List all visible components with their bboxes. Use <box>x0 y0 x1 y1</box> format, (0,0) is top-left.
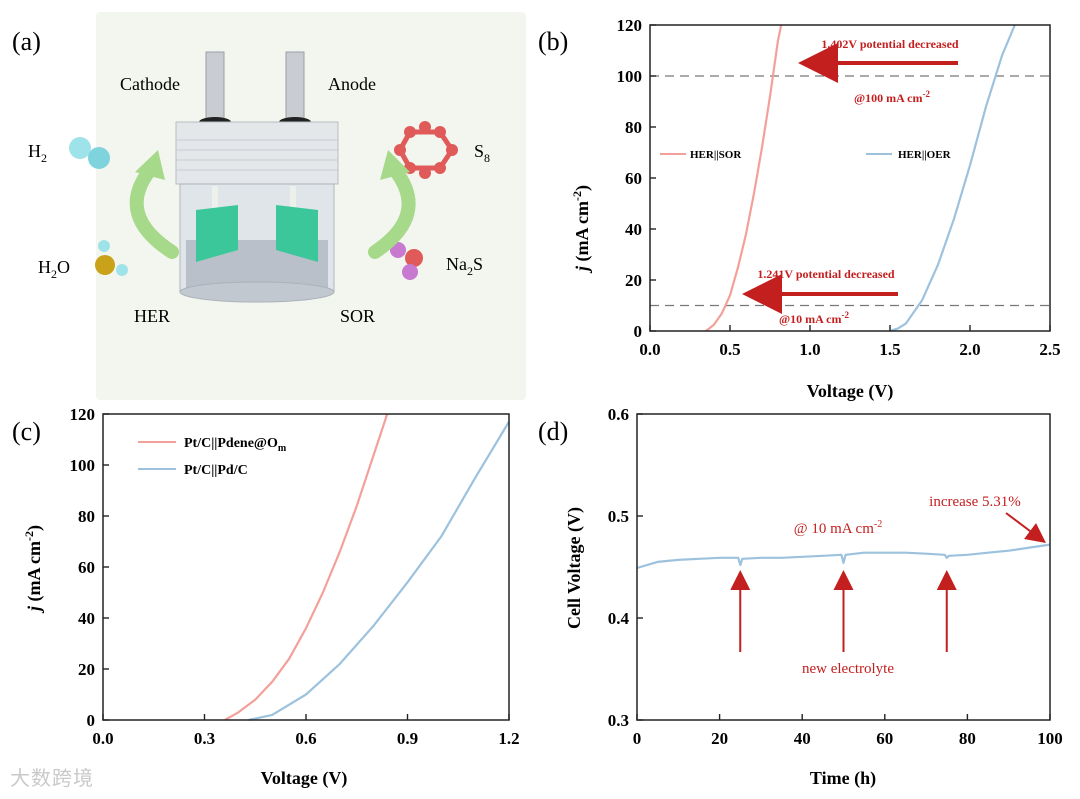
chart-d-series-0 <box>636 543 1051 570</box>
panel-d-label: (d) <box>538 417 568 446</box>
annotation-10ma: @10 mA cm-2 <box>779 310 849 326</box>
h2-molecule-icon <box>69 137 110 169</box>
panel-a-label: (a) <box>12 27 41 56</box>
s8-molecule-icon <box>394 121 458 179</box>
chart-c-y-tick-label: 80 <box>78 507 95 526</box>
chart-b-x-tick-label: 2.0 <box>959 340 980 359</box>
chart-d-x-tick-label: 0 <box>633 729 642 748</box>
chart-c-y-tick-label: 0 <box>87 711 96 730</box>
panel-b-label: (b) <box>538 27 568 56</box>
chart-c-x-tick-label: 0.6 <box>295 729 316 748</box>
chart-b: 0.0 0.5 1.0 1.5 2.0 2.5 0 20 40 60 80 100 120 <box>617 16 1061 359</box>
her-curved-arrow-icon <box>129 163 179 259</box>
sor-label: SOR <box>340 306 375 326</box>
chart-b-x-axis-label: Voltage (V) <box>807 381 894 402</box>
chart-b-x-tick-label: 2.5 <box>1039 340 1060 359</box>
chart-b-y-tick-label: 120 <box>617 16 643 35</box>
chart-d-y-axis-label: Cell Voltage (V) <box>564 507 585 629</box>
chart-b-x-tick-label: 0.0 <box>639 340 660 359</box>
chart-c-frame <box>102 413 510 721</box>
chart-d-x-tick-label: 20 <box>711 729 728 748</box>
chart-d-x-tick-label: 60 <box>876 729 893 748</box>
chart-b-series-0 <box>705 24 783 332</box>
her-label: HER <box>134 306 170 326</box>
sor-arrow-head-icon <box>380 150 410 180</box>
her-arrow-head-icon <box>135 150 165 180</box>
chart-c-y-tick-label: 60 <box>78 558 95 577</box>
chart-b-x-tick-label: 0.5 <box>719 340 740 359</box>
chart-d-x-tick-label: 100 <box>1037 729 1063 748</box>
annotation-increase-arrow-icon <box>1005 512 1046 543</box>
chart-b-y-tick-label: 20 <box>625 271 642 290</box>
annotation-current-density: @ 10 mA cm-2 <box>794 519 882 537</box>
chart-b-x-tick-label: 1.5 <box>879 340 900 359</box>
chart-b-frame <box>649 24 1051 332</box>
chart-d-y-tick-label: 0.3 <box>608 711 629 730</box>
chart-b-y-tick-label: 80 <box>625 118 642 137</box>
legend-her-oer: HER||OER <box>898 149 952 161</box>
chart-c-y-tick-label: 20 <box>78 660 95 679</box>
chart-c-x-tick-label: 0.9 <box>397 729 418 748</box>
annotation-1402v: 1.402V potential decreased <box>821 37 959 51</box>
chart-c: 0.0 0.3 0.6 0.9 1.2 0 20 40 60 80 100 120 <box>70 405 520 748</box>
annotation-1241v: 1.241V potential decreased <box>757 267 895 281</box>
chart-b-y-tick-label: 40 <box>625 220 642 239</box>
legend-her-sor: HER||SOR <box>690 149 742 161</box>
h2o-label: H2O <box>38 257 70 281</box>
water-molecule-icon <box>95 240 128 276</box>
chart-b-series-1 <box>889 24 1016 333</box>
legend-pdc: Pt/C||Pd/C <box>184 463 248 478</box>
chart-d-y-tick-label: 0.4 <box>608 609 630 628</box>
annotation-new-electrolyte: new electrolyte <box>802 661 894 677</box>
chart-c-x-tick-label: 1.2 <box>498 729 519 748</box>
chart-c-series-1 <box>248 421 510 722</box>
chart-c-x-tick-label: 0.3 <box>194 729 215 748</box>
chart-c-x-tick-label: 0.0 <box>92 729 113 748</box>
panel-a: (a) Cathode Anode H2 H2O S8 <box>12 12 526 400</box>
h2-label: H2 <box>28 141 47 165</box>
chart-d-x-tick-label: 40 <box>794 729 811 748</box>
panel-b: (b) 0.0 0.5 1.0 1.5 2.0 2.5 0 20 40 60 80 100 120 j … <box>538 16 1061 402</box>
anode-label: Anode <box>328 74 376 94</box>
panel-d: (d) 0 20 40 60 80 100 0.3 0.4 0.5 0.6 Cell Voltag… <box>538 405 1063 789</box>
chart-d-y-tick-label: 0.6 <box>608 405 629 424</box>
chart-c-x-axis-label: Voltage (V) <box>261 768 348 789</box>
chart-b-x-tick-label: 1.0 <box>799 340 820 359</box>
chart-d-x-axis-label: Time (h) <box>810 768 876 789</box>
chart-c-y-axis-label: j (mA cm-2) <box>22 525 45 614</box>
chart-d: 0 20 40 60 80 100 0.3 0.4 0.5 0.6 <box>608 405 1063 748</box>
chart-c-y-tick-label: 40 <box>78 609 95 628</box>
chart-d-frame <box>636 413 1051 721</box>
chart-b-y-axis-label: j (mA cm-2) <box>570 185 593 274</box>
chart-b-y-tick-label: 100 <box>617 67 643 86</box>
chart-b-y-tick-label: 0 <box>634 322 643 341</box>
cathode-label: Cathode <box>120 74 180 94</box>
chart-b-y-tick-label: 60 <box>625 169 642 188</box>
chart-c-y-tick-label: 120 <box>70 405 96 424</box>
chart-d-x-tick-label: 80 <box>959 729 976 748</box>
legend-pdene: Pt/C||Pdene@Om <box>184 436 287 454</box>
na2s-label: Na2S <box>446 254 483 278</box>
panel-c: (c) 0.0 0.3 0.6 0.9 1.2 0 20 40 60 80 100 120 j (mA… <box>12 405 520 789</box>
panel-c-label: (c) <box>12 417 41 446</box>
watermark: 大数跨境 <box>10 766 94 790</box>
annotation-increase: increase 5.31% <box>929 494 1021 510</box>
chart-c-series-0 <box>224 413 389 721</box>
electrolyzer-cell-icon <box>175 51 339 303</box>
annotation-100ma: @100 mA cm-2 <box>854 89 930 105</box>
chart-c-y-tick-label: 100 <box>70 456 96 475</box>
chart-d-y-tick-label: 0.5 <box>608 507 629 526</box>
sor-curved-arrow-icon <box>368 163 416 259</box>
s8-label: S8 <box>474 141 490 165</box>
